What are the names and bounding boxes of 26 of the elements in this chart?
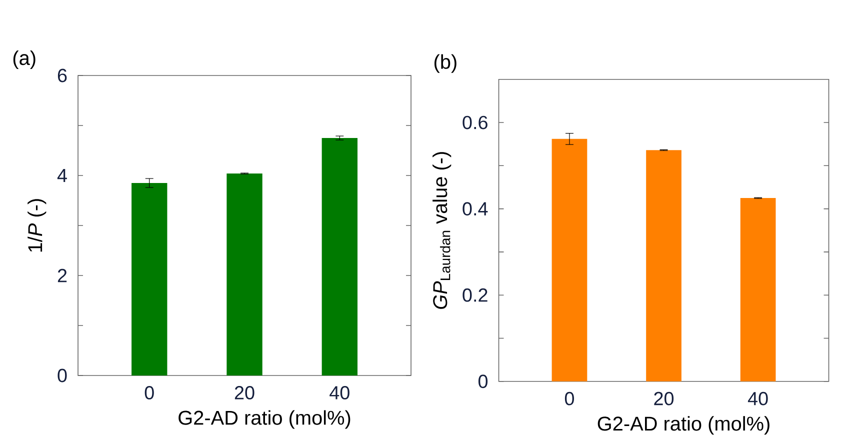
- y-tick-label: 0: [478, 374, 488, 388]
- y-tick-label: 0.6: [462, 116, 488, 130]
- y-tick-label: 0.2: [462, 288, 488, 302]
- x-tick-label: 20: [234, 386, 254, 400]
- x-tick-label: 0: [144, 386, 154, 400]
- bar: [226, 174, 262, 376]
- y-tick-label: 0.4: [462, 202, 488, 216]
- x-tick-label: 40: [748, 392, 768, 406]
- x-axis-title: G2-AD ratio (mol%): [598, 416, 770, 435]
- bar: [740, 198, 776, 382]
- bar: [552, 138, 588, 382]
- x-tick-label: 40: [330, 386, 350, 400]
- y-axis-title: 1/P (-): [28, 199, 46, 252]
- bar: [132, 183, 168, 376]
- y-tick-label: 0: [58, 368, 67, 382]
- bar: [322, 138, 358, 376]
- y-tick-label: 4: [57, 169, 67, 182]
- text: (a): [13, 50, 36, 70]
- text: (b): [434, 54, 456, 73]
- bar: [646, 150, 682, 382]
- y-tick-label: 6: [58, 68, 67, 82]
- x-tick-label: 20: [654, 392, 674, 406]
- y-tick-label: 2: [58, 268, 67, 282]
- x-axis-title: G2-AD ratio (mol%): [178, 410, 350, 429]
- y-axis-title: GP$_{Laurdan}$ value (-): [432, 152, 452, 309]
- x-tick-label: 0: [564, 392, 574, 406]
